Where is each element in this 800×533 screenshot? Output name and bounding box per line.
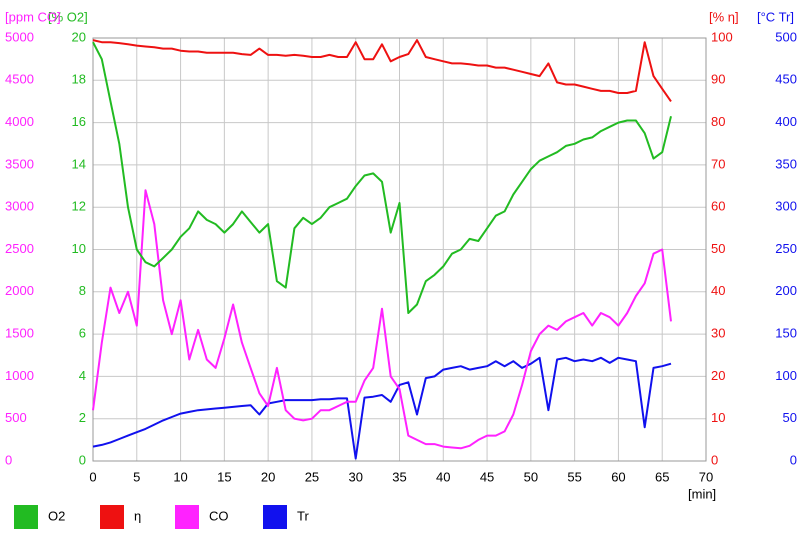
series-line	[92, 356, 672, 460]
y-tick-label: 6	[79, 326, 86, 341]
y-tick-label: 5000	[5, 29, 34, 44]
x-tick-label: 10	[173, 469, 187, 484]
y-tick-label: 40	[711, 283, 725, 298]
y-tick-label: 4000	[5, 114, 34, 129]
x-tick-label: 70	[699, 469, 713, 484]
x-tick-label: 55	[567, 469, 581, 484]
x-tick-label: 50	[524, 469, 538, 484]
y-tick-label: 100	[775, 368, 797, 383]
y-tick-label: 1500	[5, 326, 34, 341]
legend-label: O2	[48, 508, 65, 523]
x-tick-label: 20	[261, 469, 275, 484]
x-axis-label: [min]	[688, 486, 716, 501]
y-tick-label: 4	[79, 368, 86, 383]
y-tick-label: 90	[711, 72, 725, 87]
y-tick-label: 0	[790, 452, 797, 467]
legend-swatch	[100, 505, 124, 529]
y-tick-label: 3500	[5, 156, 34, 171]
legend-swatch	[14, 505, 38, 529]
y-tick-label: 50	[711, 241, 725, 256]
x-tick-label: 0	[89, 469, 96, 484]
y-tick-label: 80	[711, 114, 725, 129]
y-tick-label: 500	[5, 410, 27, 425]
y-tick-label: 3000	[5, 199, 34, 214]
y-tick-label: 70	[711, 156, 725, 171]
axis-label: [% η]	[709, 9, 739, 24]
y-tick-label: 20	[711, 368, 725, 383]
axis-label: [°C Tr]	[757, 9, 794, 24]
series-line	[92, 39, 672, 102]
x-tick-label: 45	[480, 469, 494, 484]
x-tick-label: 35	[392, 469, 406, 484]
y-tick-label: 300	[775, 199, 797, 214]
y-tick-label: 30	[711, 326, 725, 341]
y-tick-label: 2	[79, 410, 86, 425]
x-tick-label: 5	[133, 469, 140, 484]
y-tick-label: 0	[79, 452, 86, 467]
y-tick-label: 20	[72, 29, 86, 44]
y-tick-label: 8	[79, 283, 86, 298]
x-tick-label: 25	[305, 469, 319, 484]
x-tick-label: 60	[611, 469, 625, 484]
series-line	[92, 41, 672, 314]
legend-swatch	[263, 505, 287, 529]
y-tick-label: 50	[783, 410, 797, 425]
y-tick-label: 350	[775, 156, 797, 171]
y-tick-label: 2000	[5, 283, 34, 298]
x-tick-label: 65	[655, 469, 669, 484]
y-tick-label: 12	[72, 199, 86, 214]
legend-label: CO	[209, 508, 229, 523]
y-tick-label: 450	[775, 72, 797, 87]
y-tick-label: 100	[711, 29, 733, 44]
y-tick-label: 14	[72, 156, 86, 171]
x-tick-label: 30	[348, 469, 362, 484]
series-line	[92, 189, 672, 450]
y-tick-label: 250	[775, 241, 797, 256]
y-tick-label: 0	[5, 452, 12, 467]
y-tick-label: 150	[775, 326, 797, 341]
legend-label: η	[134, 508, 141, 523]
legend-label: Tr	[297, 508, 309, 523]
y-tick-label: 10	[711, 410, 725, 425]
y-tick-label: 18	[72, 72, 86, 87]
y-tick-label: 1000	[5, 368, 34, 383]
x-tick-label: 15	[217, 469, 231, 484]
y-tick-label: 16	[72, 114, 86, 129]
y-tick-label: 400	[775, 114, 797, 129]
y-tick-label: 60	[711, 199, 725, 214]
legend-swatch	[175, 505, 199, 529]
axis-label: [ppm CO]	[5, 9, 61, 24]
plot-frame	[92, 37, 707, 462]
y-tick-label: 2500	[5, 241, 34, 256]
x-tick-label: 40	[436, 469, 450, 484]
y-tick-label: 0	[711, 452, 718, 467]
y-tick-label: 4500	[5, 72, 34, 87]
axis-label: [% O2]	[48, 9, 88, 24]
y-tick-label: 10	[72, 241, 86, 256]
y-tick-label: 200	[775, 283, 797, 298]
y-tick-label: 500	[775, 29, 797, 44]
